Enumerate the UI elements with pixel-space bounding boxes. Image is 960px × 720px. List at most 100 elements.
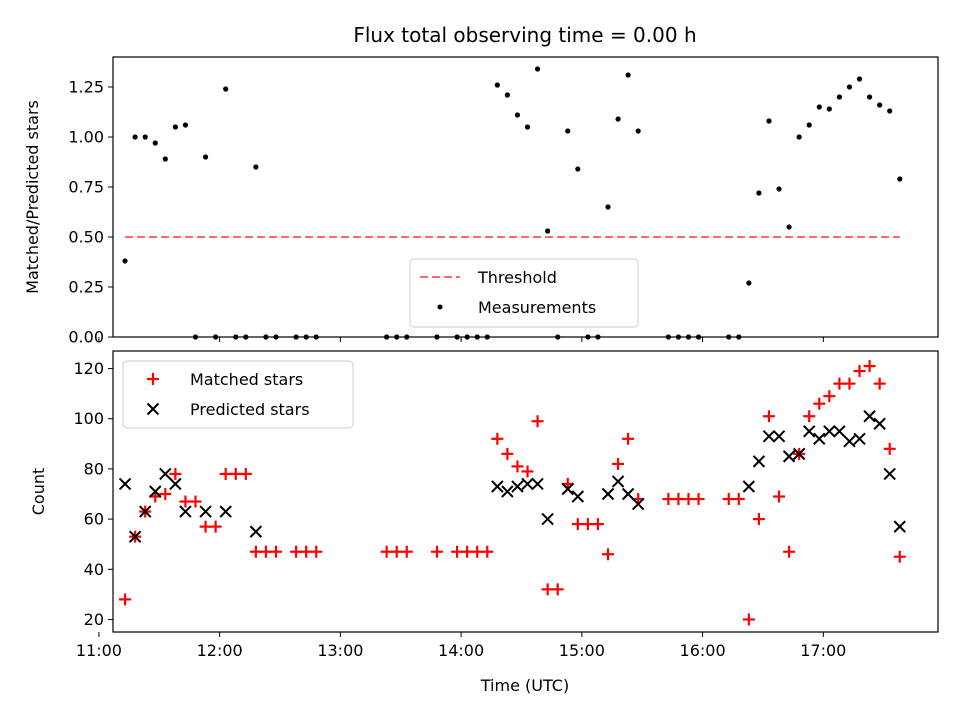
- measurement-point: [514, 112, 521, 118]
- matched-point: [843, 377, 856, 390]
- measurement-point: [524, 124, 531, 130]
- matched-point: [249, 545, 262, 558]
- matched-point: [209, 520, 222, 533]
- matched-point: [863, 360, 876, 373]
- predicted-point: [511, 480, 524, 493]
- matched-point: [501, 447, 514, 460]
- predicted-point: [138, 505, 152, 518]
- bottom-x-tick-label: 17:00: [800, 641, 846, 660]
- legend-cross: [146, 402, 160, 416]
- bottom-x-tick-label: 15:00: [559, 641, 605, 660]
- predicted-point: [611, 475, 625, 488]
- matched-point: [290, 545, 303, 558]
- predicted-point: [601, 487, 615, 501]
- matched-point: [380, 545, 393, 558]
- bottom-y-tick-label: 120: [73, 359, 104, 378]
- predicted-point-b: [823, 425, 836, 438]
- matched-point: [803, 410, 816, 423]
- matched-point: [159, 488, 172, 501]
- matched-point: [269, 545, 282, 558]
- top-y-tick-label: 1.00: [68, 128, 104, 147]
- bottom-x-tick-label: 16:00: [680, 641, 726, 660]
- measurement-point: [565, 128, 571, 134]
- predicted-point-b: [752, 455, 766, 468]
- predicted-point-b: [199, 505, 212, 518]
- legend-matched-swatch: [147, 373, 159, 385]
- predicted-point-b: [762, 430, 776, 443]
- matched-point: [541, 583, 554, 596]
- predicted-point: [571, 490, 585, 503]
- bottom-x-tick-label: 13:00: [317, 641, 363, 660]
- measurement-point: [223, 86, 229, 92]
- matched-point: [622, 432, 635, 445]
- top-y-tick-label: 1.25: [68, 78, 104, 97]
- bottom-plot-frame: [112, 350, 939, 633]
- bottom-panel: 20 40 60 80 100 120 11:00 12:00 13:00 14:00 15:00…: [29, 350, 939, 695]
- predicted-point: [823, 425, 836, 438]
- matched-point: [783, 545, 796, 558]
- predicted-point: [179, 505, 192, 518]
- predicted-point-b: [833, 425, 846, 438]
- top-y-tick-label: 0.75: [68, 178, 104, 197]
- measurement-points: [122, 66, 903, 340]
- predicted-point: [219, 505, 232, 518]
- measurement-point: [756, 190, 762, 196]
- measurement-point: [182, 122, 189, 128]
- matched-point: [531, 415, 544, 428]
- matched-point: [893, 550, 906, 563]
- predicted-point: [742, 480, 756, 493]
- measurement-point: [615, 116, 621, 122]
- measurement-point: [836, 94, 843, 100]
- matched-point: [430, 545, 443, 558]
- legend-predicted-swatch: [146, 402, 160, 416]
- x-axis-label: Time (UTC): [480, 676, 569, 695]
- predicted-point: [561, 482, 574, 496]
- predicted-point: [621, 487, 635, 501]
- predicted-star-points: [118, 410, 906, 543]
- measurement-point: [132, 134, 138, 140]
- predicted-point-b: [813, 432, 826, 446]
- matched-point: [571, 518, 584, 531]
- measurement-point: [605, 204, 611, 210]
- measurement-point: [766, 118, 772, 124]
- legend-threshold-label: Threshold: [477, 268, 557, 287]
- chart-title: Flux total observing time = 0.00 h: [353, 23, 696, 47]
- measurement-point: [866, 94, 873, 100]
- measurement-point: [887, 108, 893, 114]
- predicted-point: [843, 435, 856, 448]
- predicted-point-b: [853, 432, 866, 446]
- measurement-point: [202, 154, 209, 160]
- legend-measurements-swatch: [437, 304, 443, 310]
- predicted-point-b: [541, 512, 554, 526]
- predicted-point: [541, 512, 554, 526]
- matched-point: [481, 545, 494, 558]
- predicted-point: [813, 432, 826, 446]
- measurement-point: [494, 82, 500, 88]
- predicted-point-b: [128, 530, 142, 543]
- matched-point: [742, 613, 755, 626]
- bottom-y-axis-label: Count: [29, 468, 48, 516]
- matched-point: [521, 465, 534, 478]
- matched-point: [773, 490, 786, 503]
- top-y-tick-label: 0.50: [68, 228, 104, 247]
- predicted-point: [863, 410, 876, 423]
- matched-point: [732, 493, 745, 506]
- measurement-point: [172, 124, 178, 130]
- measurement-point: [776, 186, 782, 192]
- predicted-point: [521, 477, 534, 491]
- matched-point: [762, 410, 775, 423]
- predicted-point: [752, 455, 766, 468]
- measurement-point: [746, 280, 752, 286]
- matched-point: [722, 493, 735, 506]
- matched-point: [310, 545, 323, 558]
- matched-point: [400, 545, 413, 558]
- measurement-point: [122, 258, 128, 264]
- matched-point: [300, 545, 313, 558]
- measurement-point: [545, 228, 551, 234]
- measurement-point: [856, 76, 863, 82]
- bottom-y-tick-label: 20: [84, 610, 104, 629]
- predicted-point: [128, 530, 142, 543]
- top-y-tick-label: 0.00: [68, 328, 104, 347]
- legend-measurements-label: Measurements: [478, 298, 596, 317]
- predicted-point-b: [782, 450, 796, 463]
